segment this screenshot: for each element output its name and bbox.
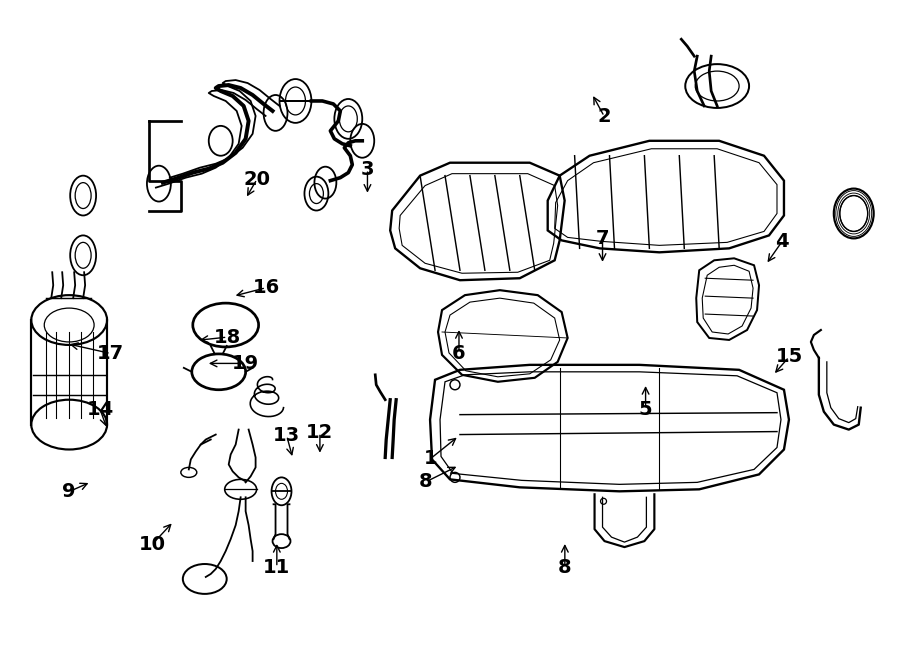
Text: 11: 11 bbox=[263, 558, 291, 577]
Text: 3: 3 bbox=[361, 160, 374, 178]
Text: 4: 4 bbox=[775, 232, 788, 251]
Text: 8: 8 bbox=[419, 473, 433, 491]
Text: 17: 17 bbox=[97, 344, 124, 363]
Text: 9: 9 bbox=[62, 483, 76, 501]
Text: 8: 8 bbox=[558, 558, 572, 577]
Text: 5: 5 bbox=[639, 400, 652, 419]
Text: 18: 18 bbox=[214, 328, 241, 346]
Text: 7: 7 bbox=[596, 229, 609, 248]
Text: 6: 6 bbox=[452, 344, 466, 363]
Text: 19: 19 bbox=[232, 354, 259, 373]
Text: 16: 16 bbox=[252, 278, 280, 297]
Text: 10: 10 bbox=[139, 535, 166, 554]
Text: 14: 14 bbox=[86, 400, 113, 419]
Text: 20: 20 bbox=[244, 170, 271, 188]
Text: 2: 2 bbox=[598, 107, 611, 126]
Text: 15: 15 bbox=[776, 347, 803, 366]
Text: 13: 13 bbox=[273, 426, 301, 446]
Text: 1: 1 bbox=[423, 449, 437, 469]
Text: 12: 12 bbox=[306, 423, 334, 442]
